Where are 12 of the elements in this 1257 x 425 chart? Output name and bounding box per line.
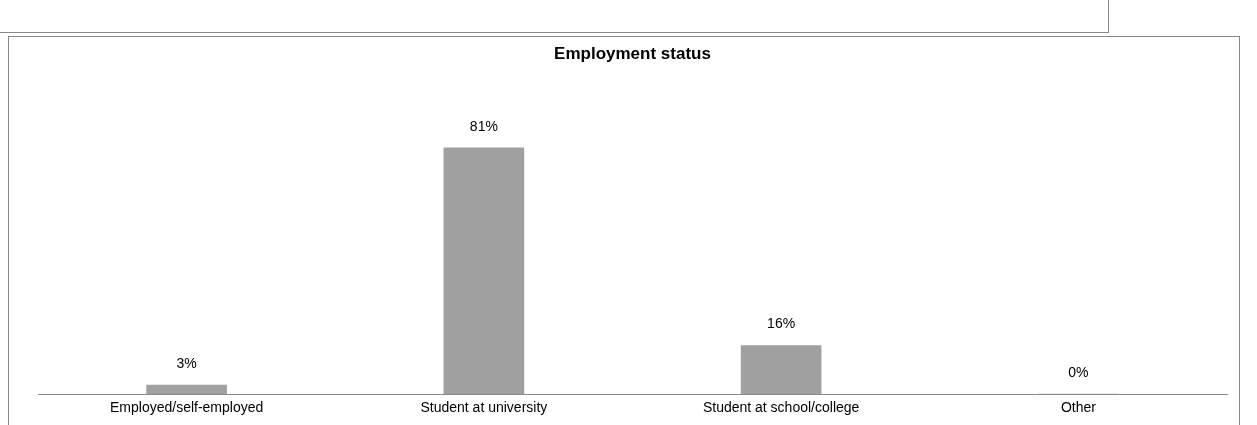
bar xyxy=(443,147,525,395)
bar xyxy=(146,384,227,395)
data-label: 0% xyxy=(1068,364,1089,381)
chart-title: Employment status xyxy=(554,43,711,63)
x-tick-label: Student at school/college xyxy=(702,399,860,416)
x-tick-label: Student at university xyxy=(420,399,548,416)
bar xyxy=(740,345,822,395)
data-label: 16% xyxy=(767,315,796,332)
data-label: 3% xyxy=(176,354,197,371)
data-label: 81% xyxy=(469,117,498,134)
x-tick-label: Other xyxy=(1060,399,1097,416)
x-tick-label: Employed/self-employed xyxy=(109,399,264,416)
